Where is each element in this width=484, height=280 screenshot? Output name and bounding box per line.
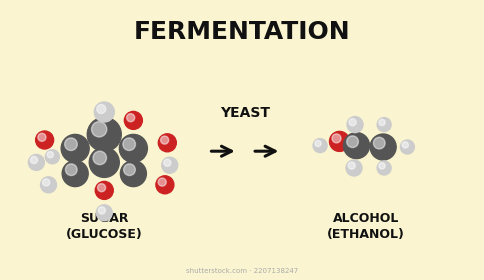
Ellipse shape [160,136,168,144]
Ellipse shape [94,102,114,122]
Ellipse shape [329,131,349,151]
Ellipse shape [30,157,37,164]
Ellipse shape [97,104,106,113]
Ellipse shape [373,137,384,149]
Ellipse shape [162,157,177,173]
Ellipse shape [41,177,56,193]
Text: ALCOHOL
(ETHANOL): ALCOHOL (ETHANOL) [327,212,404,241]
Ellipse shape [332,134,340,143]
Ellipse shape [346,136,358,148]
Ellipse shape [369,134,395,160]
Ellipse shape [35,131,54,149]
Ellipse shape [64,138,77,151]
Ellipse shape [377,118,390,132]
Ellipse shape [119,134,147,162]
Text: shutterstock.com · 2207138247: shutterstock.com · 2207138247 [186,269,298,274]
Ellipse shape [164,159,170,166]
Text: FERMENTATION: FERMENTATION [134,20,350,44]
Ellipse shape [377,161,390,175]
Text: YEAST: YEAST [219,106,270,120]
Ellipse shape [123,164,135,176]
Ellipse shape [378,119,384,126]
Ellipse shape [95,181,113,199]
Ellipse shape [347,116,362,133]
Ellipse shape [346,160,361,176]
Ellipse shape [348,119,355,126]
Ellipse shape [65,164,77,176]
Ellipse shape [343,133,369,158]
Ellipse shape [122,138,135,151]
Ellipse shape [29,154,44,171]
Ellipse shape [400,140,413,154]
Ellipse shape [43,179,49,186]
Ellipse shape [314,140,320,147]
Ellipse shape [91,122,106,137]
Ellipse shape [126,114,135,122]
Ellipse shape [158,134,176,152]
Ellipse shape [98,207,105,214]
Ellipse shape [96,205,112,221]
Ellipse shape [120,161,146,186]
Ellipse shape [97,184,106,192]
Ellipse shape [38,133,46,141]
Ellipse shape [47,151,53,158]
Ellipse shape [401,142,408,148]
Ellipse shape [313,139,326,153]
Ellipse shape [348,162,354,169]
Text: SUGAR
(GLUCOSE): SUGAR (GLUCOSE) [66,212,142,241]
Ellipse shape [87,117,121,151]
Ellipse shape [89,147,119,178]
Ellipse shape [155,176,174,194]
Ellipse shape [45,150,59,164]
Ellipse shape [61,134,89,162]
Ellipse shape [124,111,142,129]
Ellipse shape [158,178,166,186]
Ellipse shape [93,151,106,165]
Ellipse shape [378,163,384,169]
Ellipse shape [62,161,88,186]
